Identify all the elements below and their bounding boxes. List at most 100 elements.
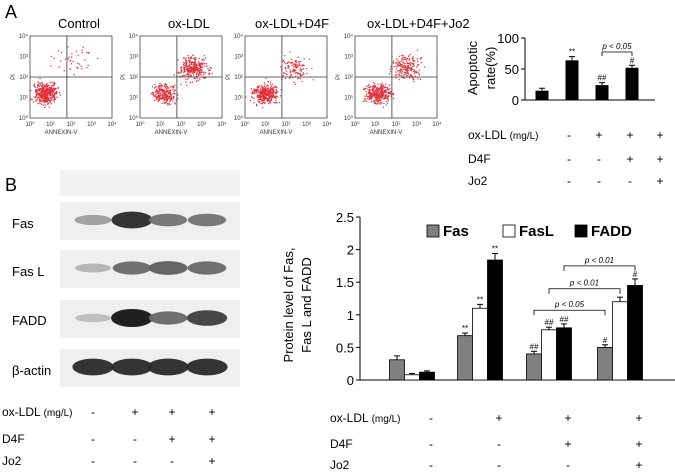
x-tick-label: 10⁰ [25,121,35,128]
blot-condition-oxldl: ox-LDL (mg/L) [2,405,73,419]
protein-level-bar-chart: 0 0.5 1 1.5 2 2.5 Protein level of Fas, Fas L a… [281,210,675,388]
sign: + [595,128,603,142]
blot-band [111,211,153,229]
blot-label-fadd: FADD [12,313,47,328]
bar [595,85,609,100]
condition-label-d4f: D4F [468,152,491,166]
significance-mark: ** [462,324,468,333]
flow-title-oxldl-d4f-jo2: ox-LDL+D4F+Jo2 [367,16,470,31]
flow-title-oxldl-d4f: ox-LDL+D4F [255,16,330,31]
significance-bracket [548,288,621,294]
significance-mark: # [633,270,638,279]
sign: - [597,174,601,188]
sign: - [91,454,95,468]
x-axis-label: ANNEXIN-V [370,130,403,136]
flow-title-oxldl: ox-LDL [168,16,210,31]
blot-label-beta-actin: β-actin [12,363,52,378]
sign: + [626,152,634,166]
x-tick-label: 10³ [87,122,96,128]
y-tick-label: 10³ [234,55,243,61]
chart-condition-d4f: D4F [330,437,353,451]
sign: + [564,411,572,425]
bar-fas [389,359,405,381]
sign: - [567,152,571,166]
blot-band [186,358,228,376]
sign: - [628,174,632,188]
blot-band [148,261,188,275]
sign: + [635,458,643,472]
x-tick-label: 10⁰ [135,121,145,128]
significance-mark: ## [545,318,554,327]
blot-label-fas: Fas [12,216,34,231]
bar-fadd [419,371,435,381]
x-tick-label: 10² [177,122,186,128]
y-tick-label: 2.5 [336,210,354,225]
legend-swatch-fas [426,224,440,238]
sign: + [656,152,664,166]
legend-swatch-fadd [574,224,588,238]
sign: + [168,432,176,446]
y-tick-label: 10⁴ [129,33,139,40]
y-tick-label: 1.5 [336,275,354,290]
sign: + [564,437,572,451]
sign: - [429,411,433,425]
y-tick-label: 10⁴ [344,33,354,40]
sign: + [495,411,503,425]
y-tick-label: 10¹ [234,96,243,102]
chart-condition-oxldl: ox-LDL (mg/L) [330,411,401,425]
x-tick-label: 10⁴ [217,121,227,128]
sign: + [208,405,216,419]
y-tick-label: 10⁰ [19,115,29,122]
y-tick-label: 10⁰ [234,115,244,122]
blot-band [186,310,228,326]
blot-band [187,213,227,227]
y-axis-label-line1: Protein level of Fas, [281,248,296,363]
y-tick-label: 10¹ [129,96,138,102]
sign: - [429,437,433,451]
sign: - [91,405,95,419]
blot-band [75,313,111,323]
blot-condition-d4f: D4F [2,432,25,446]
y-axis-label-line2: rate(%) [483,47,498,90]
panel-a-letter: A [5,2,18,22]
x-tick-label: 10⁰ [350,121,360,128]
x-tick-label: 10³ [302,122,311,128]
y-axis-label: PI [226,74,232,80]
y-tick-label: 0 [347,373,354,388]
y-axis-label: PI [121,74,127,80]
sign: + [131,405,139,419]
y-tick-label: 0.5 [336,340,354,355]
sign: - [133,432,137,446]
sign: + [208,454,216,468]
y-axis-label-line2: Fas L and FADD [299,257,314,353]
legend-label-fadd: FADD [591,223,632,240]
x-axis-label: ANNEXIN-V [45,130,78,136]
blot-top-strip [60,170,240,196]
bar-fadd [627,285,643,381]
y-tick-label: 2 [347,243,354,258]
bar-fasl [612,301,628,381]
y-tick-label: 1 [347,308,354,323]
x-tick-label: 10² [67,122,76,128]
bar-fasl [541,329,557,381]
panel-a-conditions: ox-LDL (mg/L) D4F Jo2 - + + + - - + + - … [440,128,675,190]
bar-fadd [487,259,503,381]
sign: - [497,437,501,451]
bar-fas [457,335,473,381]
significance-mark: ** [492,245,498,254]
blot-band [111,309,153,327]
sign: - [170,454,174,468]
blot-band [111,358,153,376]
x-tick-label: 10⁴ [322,121,332,128]
x-tick-label: 10⁴ [107,121,117,128]
significance-mark: # [603,336,608,345]
x-axis-label: ANNEXIN-V [260,130,293,136]
y-tick-label: 10¹ [344,96,353,102]
bar [565,60,579,100]
bar [535,90,549,100]
y-tick-label: 10² [234,75,243,81]
y-tick-label: 10² [344,75,353,81]
bracket-label: p < 0.05 [601,42,632,51]
